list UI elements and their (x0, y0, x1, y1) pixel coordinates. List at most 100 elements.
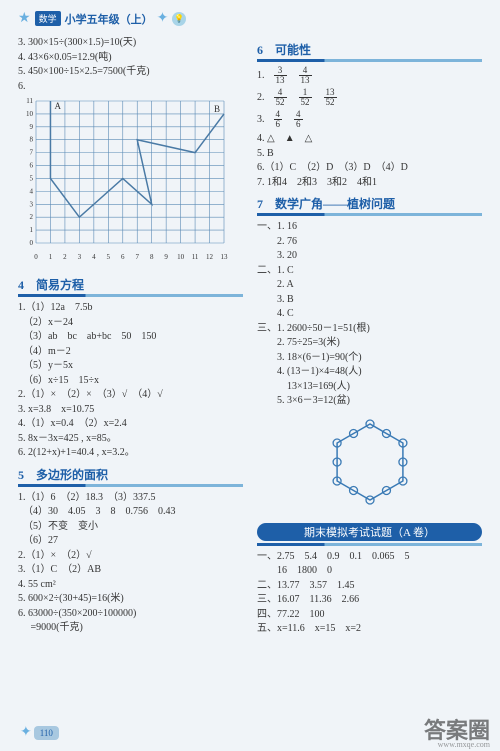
fraction: 413 (299, 66, 312, 85)
fraction-row: 3.4646 (257, 110, 482, 129)
svg-text:12: 12 (206, 253, 214, 261)
subject-badge: 数学 (35, 11, 61, 26)
svg-text:5: 5 (107, 253, 111, 261)
text-line: 4. 55 cm² (18, 578, 243, 592)
svg-text:10: 10 (177, 253, 185, 261)
text-line: 2.（1）× （2）× （3）√ （4）√ (18, 388, 243, 402)
svg-text:2: 2 (63, 253, 67, 261)
text-line: 1.（1）12a 7.5b (18, 301, 243, 315)
text-line: 二、1. C (257, 264, 482, 278)
text-line: （4）m－2 (18, 345, 243, 359)
svg-text:2: 2 (30, 213, 34, 221)
fraction: 152 (299, 88, 312, 107)
text-line: 三、1. 2600÷50－1=51(根) (257, 322, 482, 336)
text-line: （6）x÷15 15÷x (18, 374, 243, 388)
text-line: 三、16.07 11.36 2.66 (257, 593, 482, 607)
section-rule (257, 543, 482, 546)
text-line: 5. B (257, 147, 482, 161)
text-line: =9000(千克) (18, 621, 243, 635)
section-title: 4 简易方程 (18, 276, 243, 293)
svg-text:8: 8 (150, 253, 154, 261)
right-column: 6 可能性 1.3134132.45215213523.4646 4. △ ▲ … (257, 35, 482, 637)
svg-text:3: 3 (30, 200, 34, 208)
text-line: 4.（1）x=0.4 （2）x=2.4 (18, 417, 243, 431)
hexagon-diagram (257, 412, 482, 515)
svg-text:9: 9 (30, 123, 34, 131)
svg-text:0: 0 (34, 253, 38, 261)
fraction-row: 1.313413 (257, 66, 482, 85)
text-line: 13×13=169(人) (257, 380, 482, 394)
svg-text:1: 1 (49, 253, 53, 261)
svg-text:10: 10 (26, 110, 34, 118)
text-line: （2）x－24 (18, 316, 243, 330)
text-line: 6. 63000÷(350×200÷100000) (18, 607, 243, 621)
text-line: 3. 300×15÷(300×1.5)=10(天) (18, 36, 243, 50)
fraction: 46 (294, 110, 303, 129)
fraction: 1352 (324, 88, 337, 107)
text-line: 5. 3×6－3=12(盆) (257, 394, 482, 408)
text-line: 2. 76 (257, 235, 482, 249)
text-line: 二、13.77 3.57 1.45 (257, 579, 482, 593)
svg-text:6: 6 (121, 253, 125, 261)
section-title: 6 可能性 (257, 41, 482, 58)
fraction: 313 (274, 66, 287, 85)
fraction: 452 (274, 88, 287, 107)
section-title: 5 多边形的面积 (18, 466, 243, 483)
text-line: （3）ab bc ab+bc 50 150 (18, 330, 243, 344)
text-line: 一、1. 16 (257, 220, 482, 234)
text-line: （5）不变 变小 (18, 520, 243, 534)
text-line: 5. 600×2÷(30+45)=16(米) (18, 592, 243, 606)
text-line: 4. △ ▲ △ (257, 132, 482, 146)
grade-text: 小学五年级（上） (65, 11, 153, 27)
text-line: 3. x=3.8 x=10.75 (18, 403, 243, 417)
svg-text:11: 11 (26, 97, 33, 105)
svg-text:11: 11 (192, 253, 199, 261)
bulb-icon: 💡 (172, 12, 186, 26)
text-line: 4. (13－1)×4=48(人) (257, 365, 482, 379)
text-line: 6.（1）C （2）D （3）D （4）D (257, 161, 482, 175)
text-line: 3.（1）C （2）AB (18, 563, 243, 577)
svg-text:4: 4 (30, 187, 34, 195)
page-header: ★ 数学 小学五年级（上） ✦ 💡 (18, 10, 186, 27)
svg-text:6: 6 (30, 162, 34, 170)
text-line: 四、77.22 100 (257, 608, 482, 622)
svg-text:7: 7 (135, 253, 139, 261)
section-rule (257, 213, 482, 216)
text-line: 5. 450×100÷15×2.5=7500(千克) (18, 65, 243, 79)
star-icon: ✦ (20, 724, 32, 741)
line-graph: 01234567891011121301234567891011AB (18, 97, 243, 270)
final-title-pill: 期末模拟考试试题（A 卷） (257, 523, 482, 541)
section-rule (18, 294, 243, 297)
watermark-url: www.mxqe.com (438, 740, 490, 749)
svg-text:5: 5 (30, 174, 34, 182)
text-line: 2. 75÷25=3(米) (257, 336, 482, 350)
svg-text:A: A (54, 101, 61, 111)
fraction: 46 (274, 110, 283, 129)
text-line: 2. A (257, 278, 482, 292)
text-line: 5. 8x－3x=425 , x=85。 (18, 432, 243, 446)
svg-text:0: 0 (30, 239, 34, 247)
svg-text:9: 9 (164, 253, 168, 261)
text-line: 五、x=11.6 x=15 x=2 (257, 622, 482, 636)
text-line: 4. C (257, 307, 482, 321)
section-rule (257, 59, 482, 62)
page-number: 110 (34, 726, 59, 740)
svg-text:3: 3 (78, 253, 82, 261)
section-rule (18, 484, 243, 487)
left-column: 3. 300×15÷(300×1.5)=10(天) 4. 43×6×0.05=1… (18, 35, 243, 637)
text-line: 6. (18, 80, 243, 94)
text-line: （4）30 4.05 3 8 0.756 0.43 (18, 505, 243, 519)
text-line: 16 1800 0 (257, 564, 482, 578)
section-title: 7 数学广角——植树问题 (257, 195, 482, 212)
text-line: 3. 18×(6－1)=90(个) (257, 351, 482, 365)
text-line: 一、2.75 5.4 0.9 0.1 0.065 5 (257, 550, 482, 564)
svg-text:4: 4 (92, 253, 96, 261)
svg-text:13: 13 (221, 253, 229, 261)
text-line: 2.（1）× （2）√ (18, 549, 243, 563)
text-line: 3. 20 (257, 249, 482, 263)
page-number-badge: ✦ 110 (20, 724, 59, 741)
svg-text:1: 1 (30, 226, 34, 234)
text-line: 6. 2(12+x)+1=40.4 , x=3.2。 (18, 446, 243, 460)
fraction-row: 2.4521521352 (257, 88, 482, 107)
text-line: （6）27 (18, 534, 243, 548)
